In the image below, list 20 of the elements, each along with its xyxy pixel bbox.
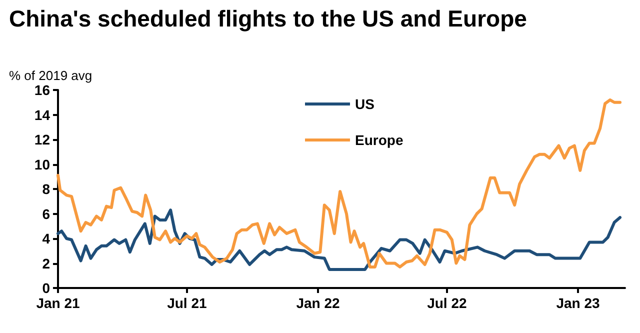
chart-title: China's scheduled flights to the US and Europe	[9, 6, 527, 32]
x-tick-label: Jan 22	[296, 295, 340, 311]
y-tick-label: 2	[42, 255, 50, 272]
y-tick-label: 8	[42, 181, 50, 197]
legend-label: US	[355, 96, 374, 112]
y-tick-label: 10	[34, 156, 50, 172]
y-tick-label: 0	[42, 280, 50, 296]
y-axis-title: % of 2019 avg	[9, 68, 92, 83]
y-tick-label: 4	[42, 230, 50, 246]
y-tick-label: 12	[34, 132, 50, 148]
x-tick-label: Jan 23	[556, 295, 600, 311]
y-tick-label: 14	[34, 106, 50, 123]
y-tick-label: 16	[34, 82, 50, 98]
y-tick-label: 6	[42, 206, 50, 222]
legend-label: Europe	[355, 132, 404, 148]
line-series	[56, 208, 622, 271]
x-tick-label: Jan 21	[36, 295, 80, 311]
x-tick-label: Jul 21	[167, 295, 207, 311]
line-series	[56, 98, 622, 268]
x-tick-label: Jul 22	[427, 295, 467, 311]
